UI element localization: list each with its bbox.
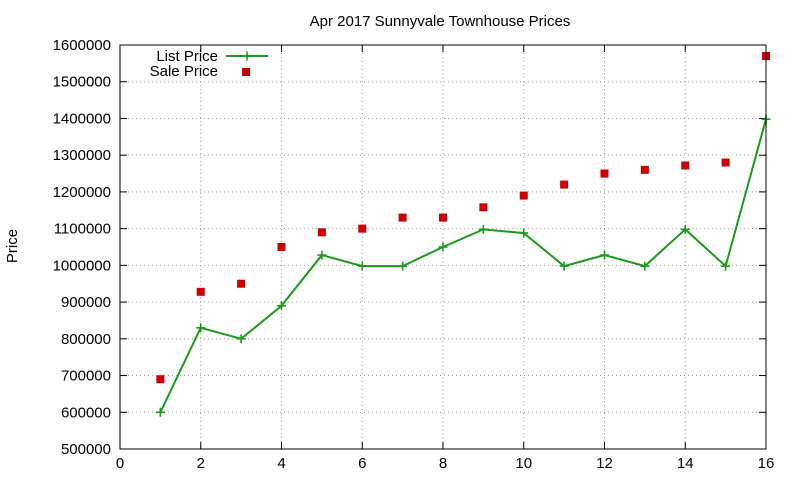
x-tick-label: 2 — [197, 455, 205, 472]
legend-label-list-price: List Price — [156, 48, 218, 65]
sale-price-marker — [560, 180, 569, 189]
list-price-marker — [236, 334, 246, 344]
axis-ticks: 500000 600000 700000 800000 900000 1000000 110… — [53, 37, 775, 472]
sale-price-marker — [479, 203, 488, 212]
list-price-marker — [559, 261, 569, 271]
sale-price-marker — [358, 224, 367, 233]
grid-lines — [120, 45, 766, 449]
sale-price-marker — [519, 191, 528, 200]
y-tick-label: 600000 — [61, 404, 111, 421]
x-tick-label: 8 — [439, 455, 447, 472]
list-price-marker — [357, 261, 367, 271]
sale-price-marker — [156, 375, 165, 384]
list-price-marker — [519, 228, 529, 238]
chart-title: Apr 2017 Sunnyvale Townhouse Prices — [310, 13, 571, 30]
x-tick-label: 10 — [515, 455, 532, 472]
list-price-marker — [640, 261, 650, 271]
y-tick-label: 900000 — [61, 294, 111, 311]
y-tick-label: 1300000 — [53, 147, 111, 164]
y-tick-label: 1100000 — [54, 221, 111, 238]
list-price-marker — [600, 250, 609, 260]
x-tick-label: 6 — [358, 455, 366, 472]
legend-swatch-sale-price — [242, 68, 250, 76]
sale-price-marker — [237, 279, 246, 288]
y-tick-label: 1200000 — [53, 184, 111, 201]
sale-price-marker — [600, 169, 609, 178]
list-price-marker — [196, 323, 206, 333]
legend-label-sale-price: Sale Price — [150, 63, 218, 80]
sale-price-marker — [681, 161, 690, 170]
y-tick-label: 1400000 — [53, 110, 111, 127]
list-price-marker — [721, 261, 731, 271]
list-price-marker — [398, 261, 408, 271]
sale-price-marker — [640, 165, 649, 174]
y-tick-label: 1600000 — [53, 37, 111, 54]
y-tick-label: 800000 — [61, 331, 111, 348]
y-tick-label: 1000000 — [53, 257, 111, 274]
list-price-marker — [155, 407, 165, 417]
sale-price-marker — [317, 228, 326, 237]
sale-price-marker — [398, 213, 407, 222]
sale-price-marker — [277, 243, 286, 251]
x-tick-label: 12 — [596, 455, 613, 472]
sale-price-marker — [196, 287, 205, 296]
x-tick-label: 14 — [677, 455, 694, 472]
y-axis-label: Price — [4, 229, 21, 263]
y-tick-label: 700000 — [61, 368, 111, 385]
list-price-marker — [680, 224, 690, 234]
y-tick-label: 1500000 — [53, 74, 111, 91]
sale-price-marker — [439, 213, 447, 222]
list-price-marker — [317, 250, 327, 260]
x-tick-label: 0 — [116, 455, 124, 472]
list-price-marker — [438, 242, 448, 252]
plot-frame — [119, 44, 767, 450]
legend-marker-list-price — [242, 51, 252, 61]
list-price-marker — [478, 224, 488, 234]
list-price-line — [159, 118, 767, 413]
y-tick-label: 500000 — [61, 441, 111, 458]
sale-price-marker — [721, 158, 730, 167]
series-layer — [155, 52, 771, 417]
list-price-marker — [277, 301, 286, 311]
x-tick-label: 16 — [758, 455, 775, 472]
x-tick-label: 4 — [277, 455, 285, 472]
